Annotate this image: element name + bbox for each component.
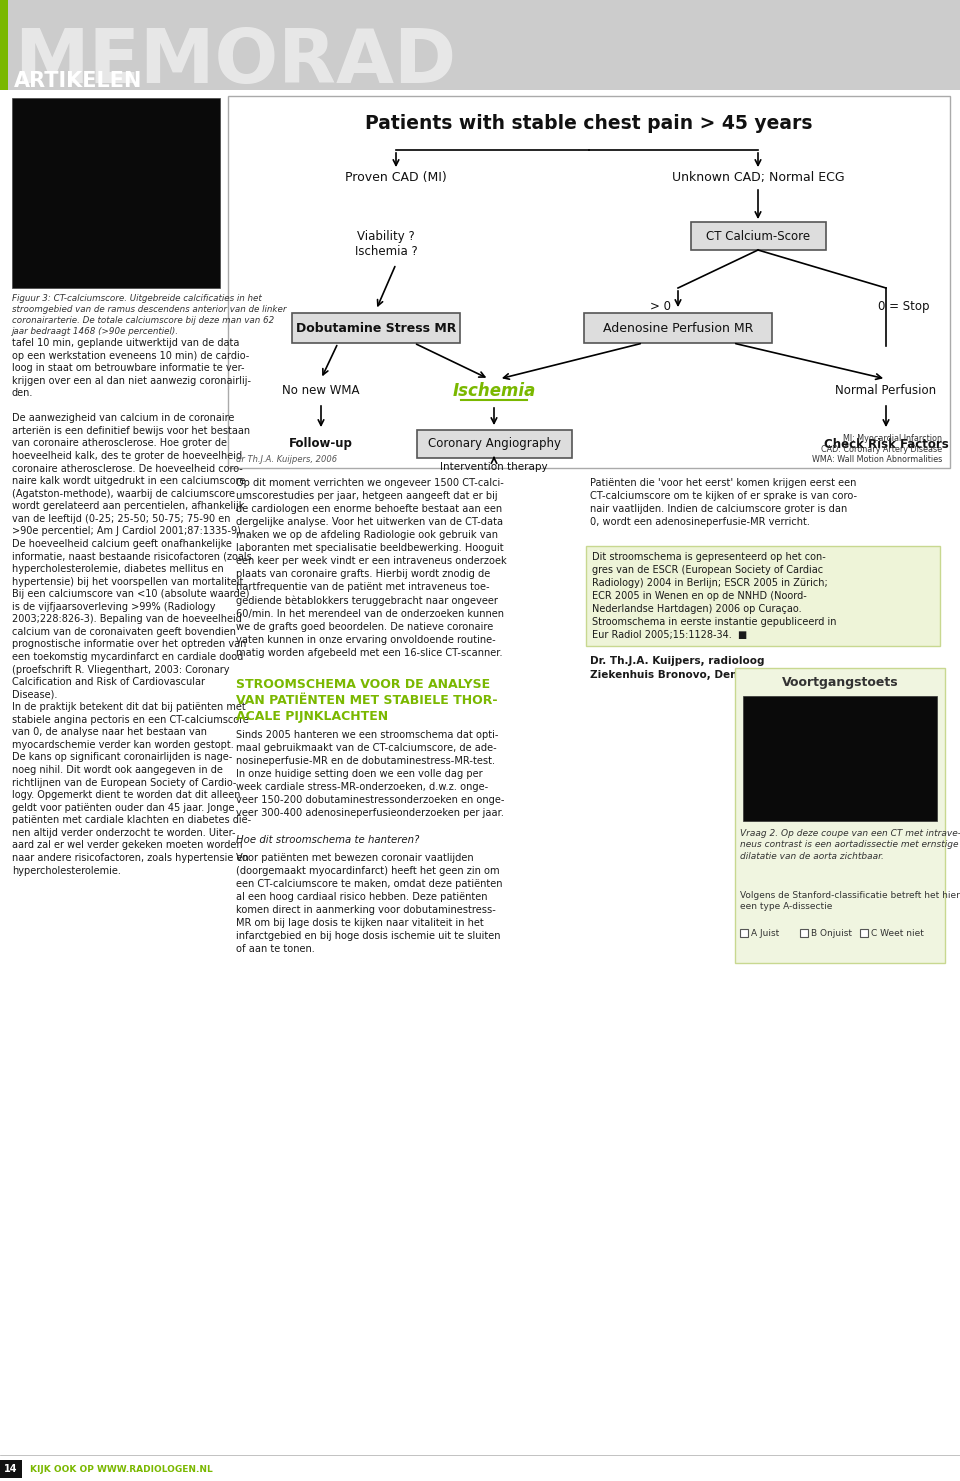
Bar	[586, 546, 940, 646]
FancyBboxPatch shape	[690, 222, 826, 250]
Text: Hoe dit stroomschema te hanteren?: Hoe dit stroomschema te hanteren?	[236, 835, 420, 846]
Text: Patients with stable chest pain > 45 years: Patients with stable chest pain > 45 yea…	[365, 114, 813, 133]
Text: Figuur 3: CT-calciumscore. Uitgebreide calcificaties in het
stroomgebied van de : Figuur 3: CT-calciumscore. Uitgebreide c…	[12, 295, 286, 336]
Text: Proven CAD (MI): Proven CAD (MI)	[346, 172, 446, 185]
FancyBboxPatch shape	[417, 429, 571, 458]
Bar	[740, 929, 748, 937]
Bar	[12, 98, 220, 287]
Text: Voor patiënten met bewezen coronair vaatlijden
(doorgemaakt myocardinfarct) heef: Voor patiënten met bewezen coronair vaat…	[236, 853, 502, 954]
Text: Viability ?
Ischemia ?: Viability ? Ischemia ?	[354, 230, 418, 258]
Text: tafel 10 min, geplande uitwerktijd van de data
op een werkstation eveneens 10 mi: tafel 10 min, geplande uitwerktijd van d…	[12, 338, 252, 875]
Text: Intervention therapy: Intervention therapy	[441, 462, 548, 472]
Text: A Juist: A Juist	[751, 929, 780, 937]
FancyBboxPatch shape	[584, 312, 772, 344]
Text: Volgens de Stanford-classificatie betreft het hier
een type A-dissectie: Volgens de Stanford-classificatie betref…	[740, 892, 960, 911]
Text: Ischemia: Ischemia	[452, 382, 536, 400]
Text: Dit stroomschema is gepresenteerd op het con-
gres van de ESCR (European Society: Dit stroomschema is gepresenteerd op het…	[592, 552, 836, 640]
Bar	[743, 696, 937, 820]
Text: Voortgangstoets: Voortgangstoets	[781, 675, 899, 689]
Text: Normal Perfusion: Normal Perfusion	[835, 385, 937, 397]
Text: dr Th.J.A. Kuijpers, 2006: dr Th.J.A. Kuijpers, 2006	[236, 455, 337, 464]
FancyBboxPatch shape	[292, 312, 460, 344]
Bar	[860, 929, 868, 937]
Text: Follow-up: Follow-up	[289, 437, 353, 450]
Text: Dr. Th.J.A. Kuijpers, radioloog
Ziekenhuis Bronovo, Den Haag: Dr. Th.J.A. Kuijpers, radioloog Ziekenhu…	[590, 656, 772, 680]
Text: Patiënten die 'voor het eerst' komen krijgen eerst een
CT-calciumscore om te kij: Patiënten die 'voor het eerst' komen kri…	[590, 478, 857, 527]
Text: > 0: > 0	[650, 301, 670, 312]
Text: KIJK OOK OP WWW.RADIOLOGEN.NL: KIJK OOK OP WWW.RADIOLOGEN.NL	[30, 1465, 213, 1474]
Text: STROOMSCHEMA VOOR DE ANALYSE
VAN PATIËNTEN MET STABIELE THOR-
ACALE PIJNKLACHTEN: STROOMSCHEMA VOOR DE ANALYSE VAN PATIËNT…	[236, 678, 497, 723]
Text: Dobutamine Stress MR: Dobutamine Stress MR	[296, 321, 456, 335]
Bar	[0, 0, 8, 90]
Text: 0 = Stop: 0 = Stop	[878, 301, 929, 312]
Text: MI: Myocardial Infarction
CAD: Coronary Artery Disease
WMA: Wall Motion Abnormal: MI: Myocardial Infarction CAD: Coronary …	[812, 434, 942, 464]
Text: CT Calcium-Score: CT Calcium-Score	[706, 230, 810, 243]
Bar	[800, 929, 808, 937]
Text: Unknown CAD; Normal ECG: Unknown CAD; Normal ECG	[672, 172, 844, 185]
Text: 14: 14	[4, 1465, 17, 1474]
Text: Vraag 2. Op deze coupe van een CT met intrave-
neus contrast is een aortadissect: Vraag 2. Op deze coupe van een CT met in…	[740, 829, 960, 860]
Text: Check Risk Factors: Check Risk Factors	[824, 437, 948, 450]
Text: B Onjuist: B Onjuist	[811, 929, 852, 937]
Bar	[735, 668, 945, 963]
Text: Sinds 2005 hanteren we een stroomschema dat opti-
maal gebruikmaakt van de CT-ca: Sinds 2005 hanteren we een stroomschema …	[236, 730, 505, 818]
Text: No new WMA: No new WMA	[282, 385, 360, 397]
Bar	[228, 96, 950, 468]
Text: C Weet niet: C Weet niet	[871, 929, 924, 937]
Text: ARTIKELEN: ARTIKELEN	[14, 71, 142, 90]
Bar	[0, 1460, 22, 1478]
Text: Coronary Angiography: Coronary Angiography	[427, 437, 561, 450]
Text: MEMORAD: MEMORAD	[14, 25, 456, 99]
Text: Op dit moment verrichten we ongeveer 1500 CT-calci-
umscorestudies per jaar, het: Op dit moment verrichten we ongeveer 150…	[236, 478, 507, 658]
Bar	[0, 0, 960, 90]
Text: Adenosine Perfusion MR: Adenosine Perfusion MR	[603, 321, 754, 335]
